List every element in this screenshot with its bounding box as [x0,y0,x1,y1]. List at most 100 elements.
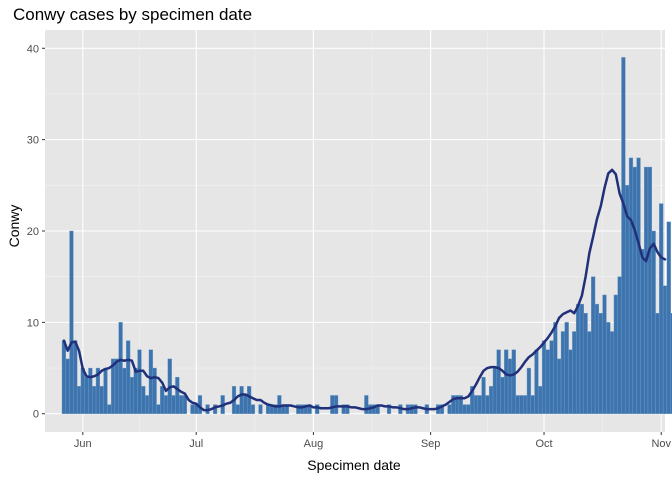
y-tick-label: 20 [27,226,39,238]
bar [156,404,161,414]
bar [462,404,467,414]
bar [76,386,82,414]
bar [148,349,153,414]
bar [103,367,108,414]
x-tick-label: Jul [189,438,203,450]
bar [579,303,584,414]
bar [640,249,645,414]
bar [662,285,668,414]
y-tick-label: 30 [27,135,39,147]
bar [606,322,611,414]
bar [636,157,641,414]
bar [69,230,74,414]
bar [160,386,165,414]
bar [511,349,516,414]
bar [492,367,497,414]
bar [485,395,490,414]
bar [137,349,142,414]
bar [250,404,256,414]
bar [666,221,671,414]
bar [628,157,634,414]
bar [466,404,471,414]
y-axis-title: Conwy [6,205,22,248]
x-tick-label: Sep [421,438,441,450]
bar [258,404,263,414]
bar [73,340,78,414]
bar [598,313,603,414]
bar [179,395,184,414]
bar [65,358,70,414]
x-tick-label: Aug [304,438,324,450]
bar [129,376,135,414]
bar [99,386,104,414]
bar-series [61,57,672,414]
bar [107,404,112,414]
y-tick-label: 0 [33,409,39,421]
bar [114,358,119,414]
y-axis: 0 10 20 30 40 [27,43,45,421]
bar [572,331,577,414]
bar [602,294,607,414]
bar [568,349,573,414]
bar [647,166,652,414]
bar [530,395,535,414]
rolling-average-line [62,168,667,412]
bar [591,276,596,414]
bar [625,185,630,414]
bar [126,340,131,414]
chart-title: Conwy cases by specimen date [13,5,252,24]
bar [88,367,93,414]
bar [473,395,479,414]
bar [526,367,531,414]
bar [92,386,97,414]
bar [447,404,452,414]
bar [534,349,539,414]
bar [152,367,157,414]
bar [61,340,66,414]
x-tick-label: Nov [651,438,671,450]
bar [481,376,486,414]
bar [617,276,622,414]
bar [583,313,588,414]
bar [609,331,615,414]
y-tick-label: 10 [27,317,39,329]
bar [560,331,566,414]
bar [651,230,656,414]
bar [500,376,505,414]
y-tick-label: 40 [27,43,39,55]
bar [504,349,509,414]
bar [613,294,618,414]
bar [334,395,339,414]
bar [538,386,543,414]
bar [122,367,127,414]
bar [163,395,169,414]
x-tick-label: Jun [74,438,92,450]
bar [553,322,558,414]
bar [655,313,660,414]
bar [175,376,180,414]
bar [557,358,562,414]
x-axis: Jun Jul Aug Sep Oct Nov [74,432,671,450]
bar [277,395,282,414]
bar [243,395,248,414]
bar [80,367,85,414]
bar [386,404,392,414]
bar [519,395,524,414]
bar [141,386,146,414]
bar [190,404,195,414]
bar [118,322,123,414]
bar [523,395,528,414]
bar [345,404,350,414]
bar [575,303,581,414]
bar [496,349,501,414]
bar [507,358,513,414]
bar [545,349,550,414]
bar [587,331,592,414]
bar [413,404,418,414]
bar [239,386,244,414]
bar [133,367,138,414]
x-axis-title: Specimen date [307,457,401,473]
bar [670,313,672,414]
